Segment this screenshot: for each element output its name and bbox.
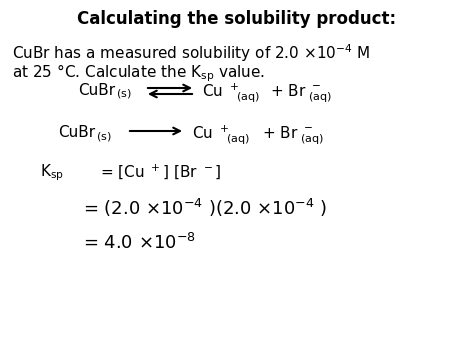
Text: $\mathsf{(aq)}$: $\mathsf{(aq)}$: [300, 132, 324, 146]
Text: = [Cu $^+$] [Br $^-$]: = [Cu $^+$] [Br $^-$]: [100, 162, 221, 181]
Text: $\mathsf{(aq)}$: $\mathsf{(aq)}$: [236, 90, 260, 104]
Text: CuBr: CuBr: [78, 83, 115, 98]
Text: + Br $^-$: + Br $^-$: [270, 83, 321, 99]
Text: + Br $^-$: + Br $^-$: [262, 125, 313, 141]
Text: Cu $^+$: Cu $^+$: [192, 125, 229, 142]
Text: $\mathsf{(aq)}$: $\mathsf{(aq)}$: [226, 132, 250, 146]
Text: = (2.0 $\times$10$^{-4}$ )(2.0 $\times$10$^{-4}$ ): = (2.0 $\times$10$^{-4}$ )(2.0 $\times$1…: [83, 197, 327, 219]
Text: Calculating the solubility product:: Calculating the solubility product:: [77, 10, 397, 28]
Text: at 25 $\degree$C. Calculate the K$_{\mathsf{sp}}$ value.: at 25 $\degree$C. Calculate the K$_{\mat…: [12, 62, 265, 83]
Text: $\mathsf{(s)}$: $\mathsf{(s)}$: [96, 130, 111, 143]
Text: $\mathsf{(aq)}$: $\mathsf{(aq)}$: [308, 90, 332, 104]
Text: CuBr: CuBr: [58, 125, 95, 140]
Text: K$_{\mathsf{sp}}$: K$_{\mathsf{sp}}$: [40, 162, 64, 182]
Text: = 4.0 $\times$10$^{-8}$: = 4.0 $\times$10$^{-8}$: [83, 233, 196, 253]
Text: $\mathsf{(s)}$: $\mathsf{(s)}$: [116, 87, 132, 100]
Text: Cu $^+$: Cu $^+$: [202, 83, 239, 100]
Text: CuBr has a measured solubility of 2.0 $\times$10$^{-4}$ M: CuBr has a measured solubility of 2.0 $\…: [12, 42, 370, 64]
